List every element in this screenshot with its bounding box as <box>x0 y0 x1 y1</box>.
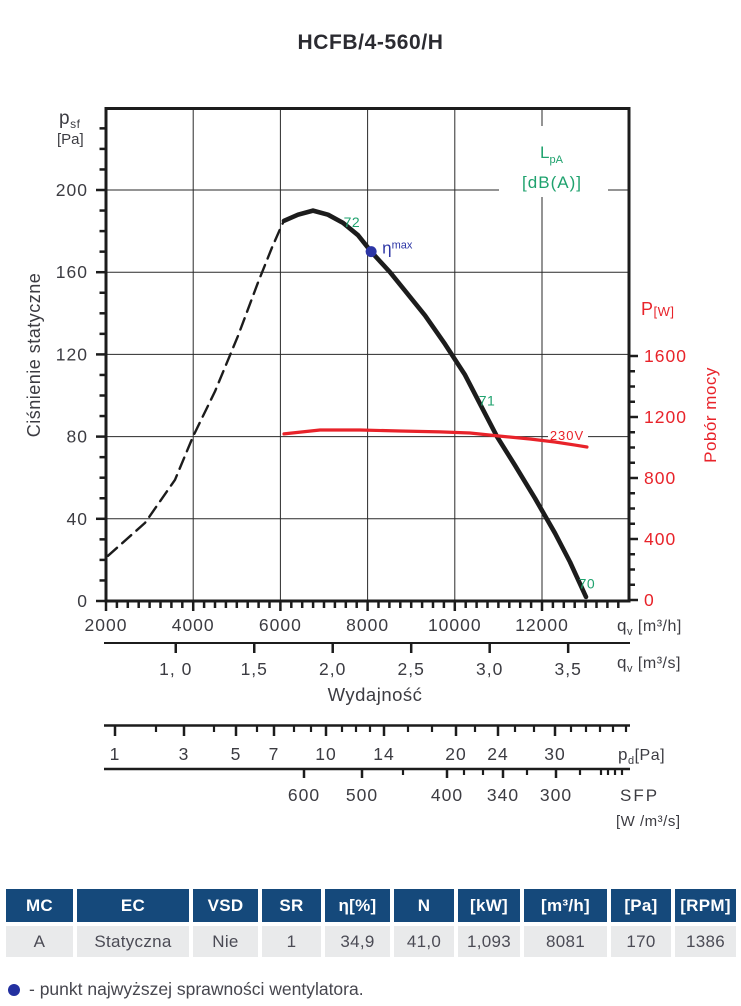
table-header-9: [RPM] <box>675 889 736 922</box>
pd-tick-label: 30 <box>544 744 565 764</box>
x-axis-m3s: 1, 0 1,5 2,0 2,5 3,0 3,5 qv [m³/s] Wydajność <box>104 642 681 705</box>
lpa-iso-label-71: 71 <box>479 393 496 409</box>
page-title: HCFB/4-560/H <box>297 31 444 54</box>
lpa-iso-label-70: 70 <box>579 576 596 592</box>
pd-tick-label: 1 <box>110 744 121 764</box>
table-header-0: MC <box>6 889 73 922</box>
table-header-1: EC <box>77 889 189 922</box>
table-cell-9: 1386 <box>675 926 736 957</box>
best-efficiency-bullet-icon <box>8 983 20 996</box>
gridlines <box>106 108 629 601</box>
pd-tick-label: 7 <box>269 744 280 764</box>
table-cell-3: 1 <box>262 926 321 957</box>
x-axis-m3h: 2000 4000 6000 8000 10000 12000 qv [m³/h] <box>85 601 682 638</box>
x-tick-label: 12000 <box>515 615 569 635</box>
table-cell-2: Nie <box>193 926 258 957</box>
y-right-tick-label: 1600 <box>644 346 687 366</box>
y-right-name: P[W] <box>641 299 675 319</box>
table-header-6: [kW] <box>458 889 520 922</box>
performance-table: MC EC VSD SR η[%] N [kW] [m³/h] [Pa] [RPM] A Statyc… <box>6 889 736 957</box>
x-tick-label: 10000 <box>428 615 482 635</box>
y-left-unit: [Pa] <box>57 131 84 148</box>
best-efficiency-point: ηmax <box>365 239 413 258</box>
table-cell-7: 8081 <box>524 926 607 957</box>
power-curve-voltage-label: 230V <box>550 428 584 443</box>
table-header-5: N <box>394 889 454 922</box>
y-left-name: psf <box>59 108 81 131</box>
x-unit-m3s: qv [m³/s] <box>617 653 681 675</box>
y-left-tick-label: 200 <box>56 180 88 200</box>
y-right-tick-label: 0 <box>644 590 655 610</box>
sfp-tick-label: 600 <box>288 785 320 805</box>
y-right-tick-label: 1200 <box>644 407 687 427</box>
pd-tick-label: 20 <box>445 744 466 764</box>
m3s-tick-label: 3,5 <box>554 659 581 679</box>
table-header-3: SR <box>262 889 321 922</box>
y-left-tick-label: 160 <box>56 262 88 282</box>
table-cell-8: 170 <box>611 926 671 957</box>
y-right-tick-label: 800 <box>644 468 676 488</box>
x-tick-label: 4000 <box>172 615 215 635</box>
m3s-tick-label: 2,0 <box>319 659 346 679</box>
table-cell-1: Statyczna <box>77 926 189 957</box>
table-header-4: η[%] <box>325 889 390 922</box>
sfp-scale: 600 500 400 340 300 SFP [W /m³/s] <box>104 767 681 830</box>
y-left-axis: 0 40 80 120 160 200 psf[Pa] Ciśnienie statyczne <box>24 108 106 611</box>
x-unit-m3h: qv [m³/h] <box>617 616 682 638</box>
table-header-2: VSD <box>193 889 258 922</box>
curve-power_230V <box>282 428 589 449</box>
table-cell-4: 34,9 <box>325 926 390 957</box>
table-header-7: [m³/h] <box>524 889 607 922</box>
m3s-tick-label: 2,5 <box>398 659 425 679</box>
eta-max-label: ηmax <box>382 239 413 258</box>
sound-labels: LpA [dB(A)] 72 71 70 <box>344 143 596 592</box>
m3s-tick-label: 3,0 <box>476 659 503 679</box>
y-right-axis: 0 400 800 1200 1600 P[W] Pobór mocy <box>629 299 720 610</box>
eta-max-marker <box>365 246 377 258</box>
y-left-axis-title: Ciśnienie statyczne <box>24 273 44 438</box>
x-tick-label: 2000 <box>85 615 128 635</box>
pd-scale: 1 3 5 7 10 14 20 24 30 pd[Pa] <box>104 724 665 767</box>
table-cell-5: 41,0 <box>394 926 454 957</box>
m3s-tick-label: 1,5 <box>241 659 268 679</box>
lpa-unit: [dB(A)] <box>522 173 582 192</box>
curve-pressure_solid <box>281 208 589 600</box>
m3s-tick-label: 1, 0 <box>159 659 192 679</box>
table-header-8: [Pa] <box>611 889 671 922</box>
table-cell-6: 1,093 <box>458 926 520 957</box>
x-tick-label: 6000 <box>259 615 302 635</box>
x-tick-label: 8000 <box>346 615 389 635</box>
pd-tick-label: 14 <box>373 744 394 764</box>
pd-tick-label: 24 <box>487 744 508 764</box>
y-right-tick-label: 400 <box>644 529 676 549</box>
curve-pressure_dashed <box>106 219 286 557</box>
pd-tick-label: 10 <box>315 744 336 764</box>
sfp-scale-unit: [W /m³/s] <box>616 813 681 830</box>
y-right-axis-title: Pobór mocy <box>701 367 720 463</box>
sfp-tick-label: 300 <box>540 785 572 805</box>
table-cell-0: A <box>6 926 73 957</box>
curves: 230V <box>106 208 589 600</box>
pd-tick-label: 5 <box>231 744 242 764</box>
y-left-tick-label: 80 <box>67 427 88 447</box>
pd-scale-name: pd[Pa] <box>618 745 665 767</box>
y-left-tick-label: 0 <box>77 591 88 611</box>
lpa-name: LpA <box>540 143 564 166</box>
pd-tick-label: 3 <box>179 744 190 764</box>
sfp-tick-label: 400 <box>431 785 463 805</box>
sfp-tick-label: 500 <box>346 785 378 805</box>
note-text: - punkt najwyższej sprawności wentylator… <box>29 979 364 999</box>
y-left-tick-label: 120 <box>56 344 88 364</box>
lpa-iso-label-72: 72 <box>344 214 361 230</box>
x-axis-title: Wydajność <box>328 684 423 705</box>
sfp-scale-name: SFP <box>620 786 659 805</box>
y-left-tick-label: 40 <box>67 509 88 529</box>
sfp-tick-label: 340 <box>487 785 519 805</box>
best-efficiency-note: - punkt najwyższej sprawności wentylator… <box>8 979 364 1000</box>
